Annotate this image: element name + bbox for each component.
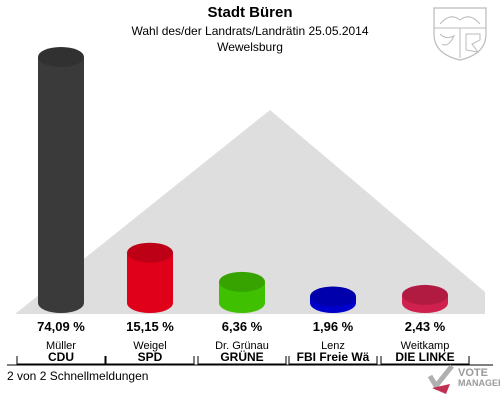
party-label: DIE LINKE [395, 350, 455, 364]
bar-die-linke [402, 284, 448, 313]
footer-status: 2 von 2 Schnellmeldungen [7, 369, 149, 383]
value-label: 6,36 % [221, 319, 263, 334]
category-bracket [197, 356, 287, 365]
candidate-name: Lenz [321, 340, 345, 352]
party-label: CDU [48, 350, 74, 364]
value-label: 74,09 % [37, 319, 85, 334]
bar-spd [127, 242, 173, 313]
party-label: GRÜNE [220, 350, 264, 364]
bar-cdu [38, 47, 84, 313]
value-label: 2,43 % [404, 319, 446, 334]
bar-gr-ne [219, 271, 265, 313]
district-name: Wewelsburg [217, 40, 283, 54]
bar-fbi-freie-w- [310, 286, 356, 313]
party-label: FBI Freie Wä [296, 350, 370, 364]
category-bracket [288, 356, 378, 365]
category-bracket [105, 356, 195, 365]
ballot-check-icon [427, 364, 454, 394]
nrw-coat-of-arms-icon [433, 7, 487, 61]
candidate-name: Müller [46, 340, 76, 352]
value-label: 1,96 % [312, 319, 354, 334]
category-bracket [16, 356, 106, 365]
category-bracket [380, 356, 470, 365]
chart-subtitle: Wahl des/der Landrats/Landrätin 25.05.20… [131, 24, 369, 38]
vote-manager-logo: VOTE MANAGER [458, 367, 500, 389]
chart-title: Stadt Büren [207, 4, 293, 21]
candidate-name: Weigel [133, 340, 167, 352]
party-label: SPD [137, 350, 163, 364]
value-label: 15,15 % [126, 319, 174, 334]
candidate-name: Weitkamp [400, 340, 450, 352]
candidate-name: Dr. Grünau [215, 340, 269, 352]
